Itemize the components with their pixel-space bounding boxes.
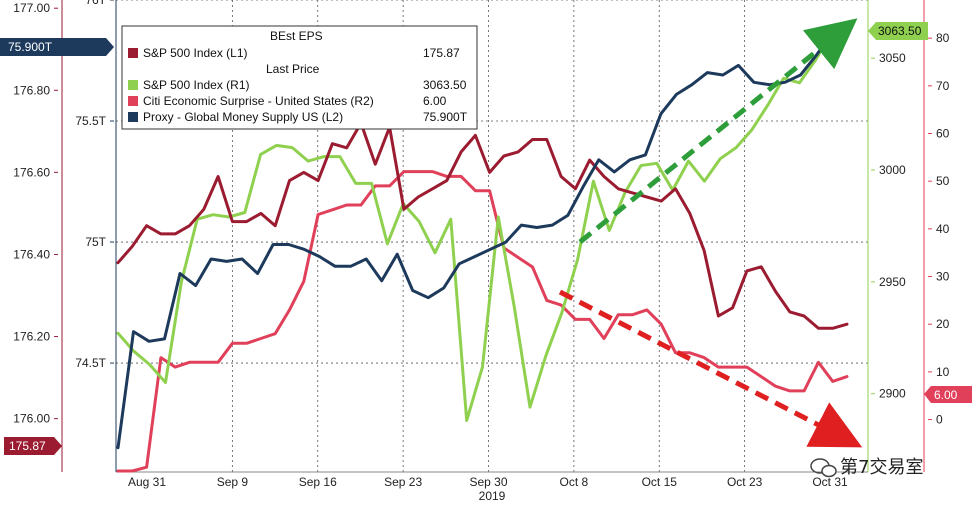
legend-box [121, 25, 478, 130]
legend-label-l2: Proxy - Global Money Supply US (L2) [143, 110, 343, 124]
legend: BEst EPS Last Price S&P 500 Index (L1) 1… [121, 25, 478, 130]
left2-tick-label: 75.5T [75, 114, 106, 128]
right2-tick-label: 70 [936, 79, 950, 93]
legend-label-r1: S&P 500 Index (R1) [143, 78, 250, 92]
legend-header-best-eps: BEst EPS [270, 29, 323, 43]
series-line-right2 [116, 170, 849, 473]
left1-tick-label: 177.00 [13, 1, 50, 15]
watermark: 第7交易室 [810, 457, 923, 478]
left2-tick-label: 74.5T [75, 356, 106, 370]
right1-tick-label: 3000 [879, 163, 906, 177]
uptrend-arrow [578, 18, 858, 244]
left1-tick-label: 176.40 [13, 247, 50, 261]
legend-value-r2: 6.00 [423, 94, 447, 108]
legend-value-l2: 75.900T [423, 110, 468, 124]
svg-text:75.900T: 75.900T [8, 40, 53, 54]
right2-tick-label: 50 [936, 174, 950, 188]
x-axis-year-label: 2019 [479, 489, 506, 503]
right1-tick-label: 2950 [879, 275, 906, 289]
watermark-text: 第7交易室 [840, 457, 923, 478]
downtrend-arrow [558, 289, 863, 448]
right1-axis-ticks: 3050 3000 2950 2900 [871, 51, 906, 401]
legend-swatch-r1 [128, 80, 138, 90]
x-tick-label: Sep 30 [469, 475, 507, 489]
x-tick-label: Sep 9 [217, 475, 249, 489]
right1-tick-label: 3050 [879, 51, 906, 65]
series-line-right1 [116, 26, 849, 422]
left1-tick-label: 176.00 [13, 412, 50, 426]
series-line-left2 [116, 22, 849, 450]
left2-axis-ticks: 76T 75.5T 75T 74.5T [75, 0, 114, 370]
legend-value-l1: 175.87 [423, 46, 460, 60]
svg-text:6.00: 6.00 [934, 388, 958, 402]
series-layer [116, 22, 849, 473]
left1-axis-ticks: 177.00 176.80 176.60 176.40 176.20 176.00 [13, 1, 58, 426]
legend-value-r1: 3063.50 [423, 78, 467, 92]
badge-l1-last: 175.87 [4, 437, 62, 455]
x-tick-label: Sep 16 [299, 475, 337, 489]
legend-swatch-l1 [128, 48, 138, 58]
right2-tick-label: 60 [936, 126, 950, 140]
right2-axis-ticks: 80 70 60 50 40 30 20 10 0 [928, 31, 950, 427]
badge-l2-last: 75.900T [0, 38, 114, 56]
legend-label-r2: Citi Economic Surprise - United States (… [143, 94, 374, 108]
legend-header-last-price: Last Price [266, 62, 320, 76]
x-tick-label: Sep 23 [384, 475, 422, 489]
left1-tick-label: 176.20 [13, 330, 50, 344]
right2-tick-label: 40 [936, 222, 950, 236]
x-tick-label: Oct 15 [642, 475, 678, 489]
left1-tick-label: 176.60 [13, 165, 50, 179]
right2-tick-label: 80 [936, 31, 950, 45]
left1-tick-label: 176.80 [13, 83, 50, 97]
right2-tick-label: 0 [936, 413, 943, 427]
legend-swatch-r2 [128, 96, 138, 106]
wechat-icon [810, 458, 837, 478]
legend-label-l1: S&P 500 Index (L1) [143, 46, 248, 60]
svg-text:175.87: 175.87 [9, 439, 46, 453]
right2-tick-label: 10 [936, 365, 950, 379]
right2-tick-label: 20 [936, 317, 950, 331]
badge-r2-last: 6.00 [924, 386, 972, 403]
left2-tick-label: 76T [85, 0, 106, 7]
x-axis-ticks: Aug 31 Sep 9 Sep 16 Sep 23 Sep 30 Oct 8 Oct 15… [128, 475, 848, 489]
legend-swatch-l2 [128, 112, 138, 122]
x-tick-label: Oct 8 [560, 475, 589, 489]
x-tick-label: Oct 31 [812, 475, 848, 489]
series-line-left1 [116, 121, 849, 330]
svg-text:3063.50: 3063.50 [878, 24, 922, 38]
right2-tick-label: 30 [936, 270, 950, 284]
x-tick-label: Oct 23 [727, 475, 763, 489]
x-tick-label: Aug 31 [128, 475, 166, 489]
right1-tick-label: 2900 [879, 387, 906, 401]
left2-tick-label: 75T [85, 235, 106, 249]
badge-r1-last: 3063.50 [868, 22, 928, 40]
